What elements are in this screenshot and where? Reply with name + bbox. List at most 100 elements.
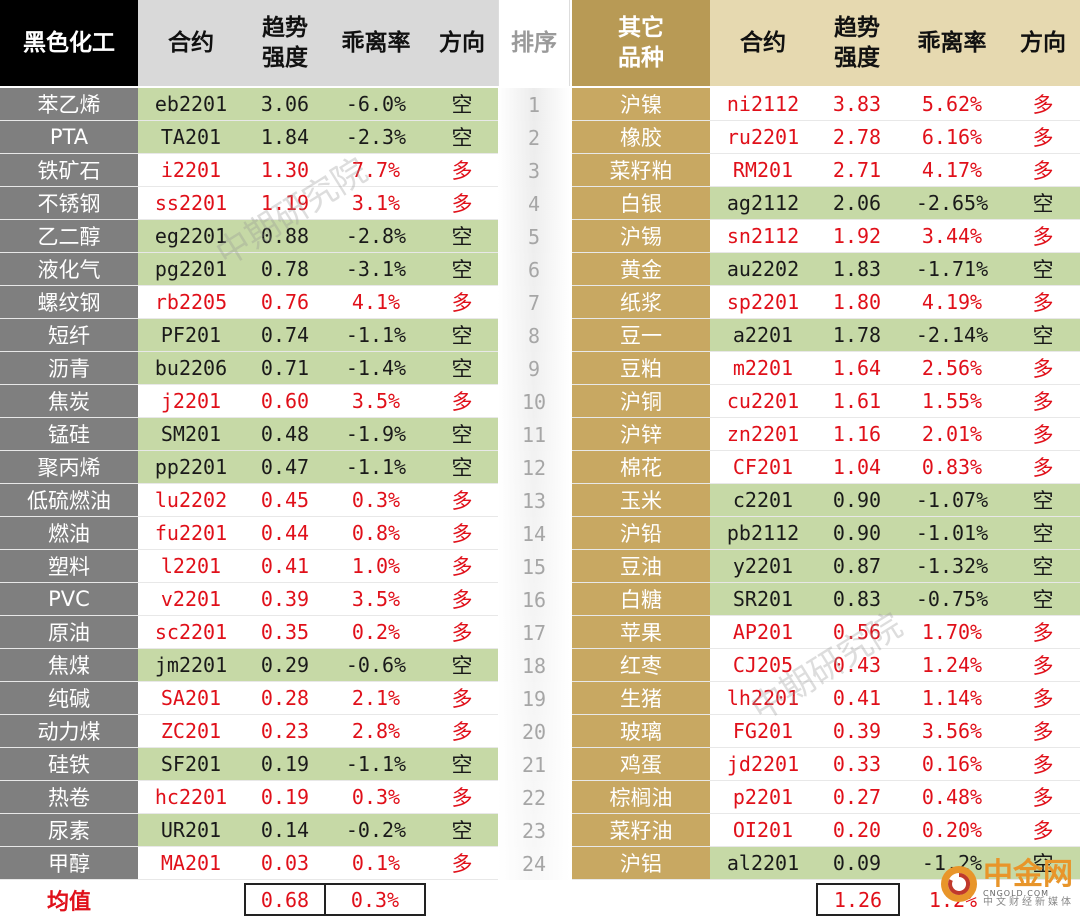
left-category-name: 螺纹钢 bbox=[0, 286, 138, 319]
right-category-name: 豆油 bbox=[572, 550, 710, 583]
right-category-name: 白糖 bbox=[572, 583, 710, 616]
right-strength: 1.80 bbox=[816, 286, 898, 319]
left-contract: bu2206 bbox=[138, 352, 244, 385]
right-direction: 多 bbox=[1006, 616, 1080, 649]
table-row: 沥青 bu2206 0.71 -1.4% 空 9 豆粕 m2201 1.64 2.56% 多 bbox=[0, 352, 1080, 385]
left-strength: 0.19 bbox=[244, 781, 326, 814]
left-contract: i2201 bbox=[138, 154, 244, 187]
right-category-header: 其它 品种 bbox=[572, 0, 710, 86]
right-direction: 多 bbox=[1006, 286, 1080, 319]
left-category-name: 焦煤 bbox=[0, 649, 138, 682]
right-contract: pb2112 bbox=[710, 517, 816, 550]
left-deviation: -0.6% bbox=[326, 649, 426, 682]
right-strength: 2.78 bbox=[816, 121, 898, 154]
table-row: 热卷 hc2201 0.19 0.3% 多 22 棕榈油 p2201 0.27 0.48% 多 bbox=[0, 781, 1080, 814]
right-deviation: 5.62% bbox=[898, 88, 1006, 121]
left-category-name: PVC bbox=[0, 583, 138, 616]
left-contract: SA201 bbox=[138, 682, 244, 715]
right-strength: 0.87 bbox=[816, 550, 898, 583]
right-average-strength: 1.26 bbox=[816, 883, 900, 916]
left-contract: pg2201 bbox=[138, 253, 244, 286]
right-deviation: -2.65% bbox=[898, 187, 1006, 220]
left-category-name: 焦炭 bbox=[0, 385, 138, 418]
rank-number: 11 bbox=[498, 418, 570, 451]
left-contract: eb2201 bbox=[138, 88, 244, 121]
left-direction: 多 bbox=[426, 715, 498, 748]
rank-number: 24 bbox=[498, 847, 570, 880]
left-deviation: -2.3% bbox=[326, 121, 426, 154]
right-deviation: 1.55% bbox=[898, 385, 1006, 418]
logo-domain: CNGOLD.COM bbox=[983, 889, 1050, 898]
right-direction-header: 方向 bbox=[1006, 0, 1080, 86]
left-direction: 空 bbox=[426, 121, 498, 154]
left-category-name: 甲醇 bbox=[0, 847, 138, 880]
left-strength: 0.78 bbox=[244, 253, 326, 286]
left-contract: eg2201 bbox=[138, 220, 244, 253]
left-category-name: 苯乙烯 bbox=[0, 88, 138, 121]
left-category-name: PTA bbox=[0, 121, 138, 154]
left-direction: 空 bbox=[426, 649, 498, 682]
right-direction: 空 bbox=[1006, 583, 1080, 616]
left-deviation: 3.1% bbox=[326, 187, 426, 220]
left-direction: 多 bbox=[426, 550, 498, 583]
rank-number: 23 bbox=[498, 814, 570, 847]
right-deviation: -1.01% bbox=[898, 517, 1006, 550]
right-strength: 1.83 bbox=[816, 253, 898, 286]
left-strength: 0.71 bbox=[244, 352, 326, 385]
right-category-name: 菜籽油 bbox=[572, 814, 710, 847]
right-deviation: 0.16% bbox=[898, 748, 1006, 781]
right-direction: 多 bbox=[1006, 649, 1080, 682]
right-strength: 1.78 bbox=[816, 319, 898, 352]
table-row: 纯碱 SA201 0.28 2.1% 多 19 生猪 lh2201 0.41 1.14% 多 bbox=[0, 682, 1080, 715]
logo-slogan: 中文财经新媒体 bbox=[983, 897, 1074, 908]
left-strength: 0.35 bbox=[244, 616, 326, 649]
left-direction: 空 bbox=[426, 253, 498, 286]
left-deviation: -1.1% bbox=[326, 451, 426, 484]
right-category-name: 菜籽粕 bbox=[572, 154, 710, 187]
right-strength: 3.83 bbox=[816, 88, 898, 121]
table-row: 甲醇 MA201 0.03 0.1% 多 24 沪铝 al2201 0.09 -1.2% 空 bbox=[0, 847, 1080, 880]
right-category-name: 棉花 bbox=[572, 451, 710, 484]
right-category-name: 沪锌 bbox=[572, 418, 710, 451]
left-direction: 空 bbox=[426, 418, 498, 451]
left-contract: v2201 bbox=[138, 583, 244, 616]
left-contract: SF201 bbox=[138, 748, 244, 781]
left-category-name: 原油 bbox=[0, 616, 138, 649]
table-row: 不锈钢 ss2201 1.19 3.1% 多 4 白银 ag2112 2.06 -2.65% 空 bbox=[0, 187, 1080, 220]
left-deviation: -0.2% bbox=[326, 814, 426, 847]
right-deviation: 3.44% bbox=[898, 220, 1006, 253]
right-strength: 0.33 bbox=[816, 748, 898, 781]
rank-number: 16 bbox=[498, 583, 570, 616]
right-contract: FG201 bbox=[710, 715, 816, 748]
left-category-name: 乙二醇 bbox=[0, 220, 138, 253]
rank-number: 4 bbox=[498, 187, 570, 220]
right-category-name: 沪铅 bbox=[572, 517, 710, 550]
left-strength: 0.03 bbox=[244, 847, 326, 880]
left-strength: 3.06 bbox=[244, 88, 326, 121]
left-average-strength: 0.68 bbox=[244, 883, 326, 916]
left-deviation: -1.4% bbox=[326, 352, 426, 385]
right-contract-header: 合约 bbox=[710, 0, 816, 86]
right-strength-header-line2: 强度 bbox=[834, 45, 880, 71]
left-strength-header-line2: 强度 bbox=[262, 45, 308, 71]
left-contract: SM201 bbox=[138, 418, 244, 451]
right-category-name: 沪铝 bbox=[572, 847, 710, 880]
right-deviation: 4.17% bbox=[898, 154, 1006, 187]
left-deviation: 4.1% bbox=[326, 286, 426, 319]
rank-number: 13 bbox=[498, 484, 570, 517]
right-strength: 0.09 bbox=[816, 847, 898, 880]
left-category-name: 动力煤 bbox=[0, 715, 138, 748]
left-deviation: -2.8% bbox=[326, 220, 426, 253]
left-strength: 0.76 bbox=[244, 286, 326, 319]
left-strength: 0.45 bbox=[244, 484, 326, 517]
left-direction: 空 bbox=[426, 220, 498, 253]
right-deviation: 0.20% bbox=[898, 814, 1006, 847]
logo-brand: 中金网 bbox=[983, 857, 1073, 892]
right-contract: p2201 bbox=[710, 781, 816, 814]
right-deviation-header: 乖离率 bbox=[898, 0, 1006, 86]
right-strength: 1.61 bbox=[816, 385, 898, 418]
left-strength: 0.41 bbox=[244, 550, 326, 583]
table-row: 锰硅 SM201 0.48 -1.9% 空 11 沪锌 zn2201 1.16 2.01% 多 bbox=[0, 418, 1080, 451]
left-direction: 空 bbox=[426, 814, 498, 847]
left-direction: 多 bbox=[426, 154, 498, 187]
